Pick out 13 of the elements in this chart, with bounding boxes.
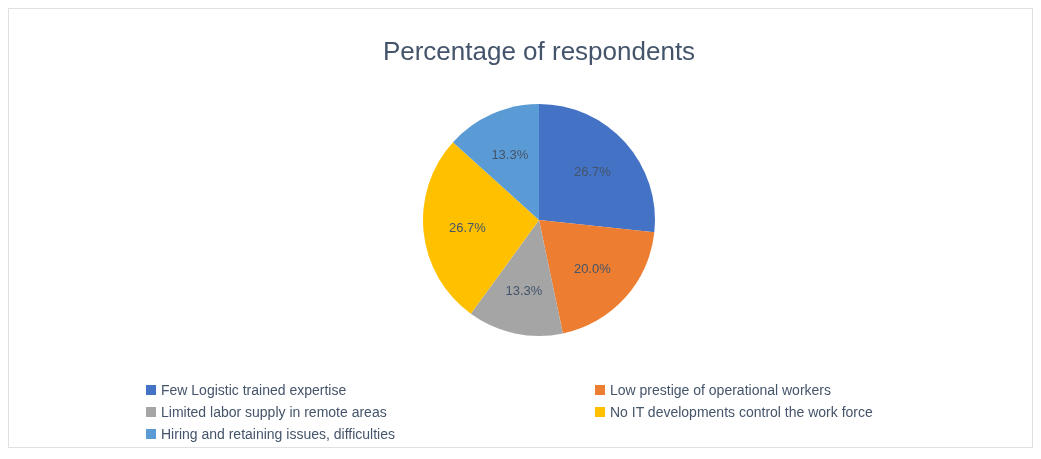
legend-label: Limited labor supply in remote areas xyxy=(161,404,387,420)
legend-label: No IT developments control the work force xyxy=(610,404,873,420)
legend-label: Hiring and retaining issues, difficulties xyxy=(161,426,395,442)
legend-label: Low prestige of operational workers xyxy=(610,382,832,398)
data-label: 13.3% xyxy=(491,146,529,162)
data-label: 20.0% xyxy=(573,260,612,276)
chart-title: Percentage of respondents xyxy=(382,36,696,66)
pie-slice xyxy=(539,104,655,233)
data-label: 26.7% xyxy=(449,219,487,235)
data-label: 26.7% xyxy=(574,164,612,180)
pie-slice xyxy=(452,104,539,220)
legend-label: Few Logistic trained expertise xyxy=(161,382,347,398)
data-label: 13.3% xyxy=(505,282,543,298)
